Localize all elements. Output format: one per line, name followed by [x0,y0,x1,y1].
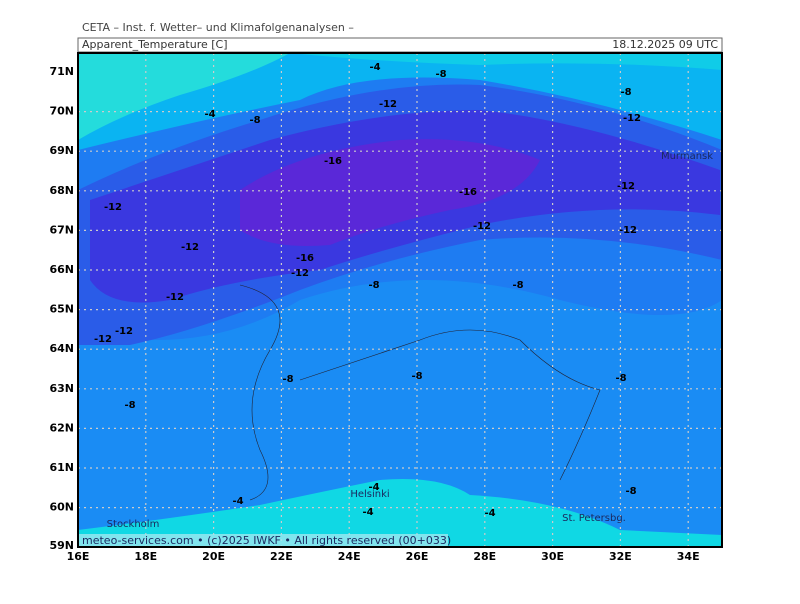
city-label: Stockholm [107,519,160,530]
datetime-label: 18.12.2025 09 UTC [612,38,718,51]
lon-label: 34E [677,550,700,563]
contour-label: -12 [617,181,635,192]
contour-label: -8 [615,373,626,384]
contour-label: -8 [249,115,260,126]
lat-label: 71N [49,65,74,78]
contour-label: -8 [625,486,636,497]
field [240,139,540,246]
lon-label: 26E [406,550,429,563]
lon-label: 16E [67,550,90,563]
contour-labels: -4-8-8-12-4-8 -12-16-16-12-12-12 -12-12-16… [94,62,713,530]
graticule [78,53,722,547]
lat-label: 70N [49,105,74,118]
lon-label: 28E [473,550,496,563]
city-label: Murmansk [661,151,713,162]
footer-bg [78,534,448,547]
lat-label: 65N [49,303,74,316]
border [299,329,601,481]
contour-label: -12 [166,292,184,303]
contour-label: -16 [324,156,342,167]
contour-label: -4 [368,482,379,493]
contour-label: -8 [282,374,293,385]
contour-label: -8 [368,280,379,291]
contour-label: -4 [204,109,215,120]
contour-label: -8 [435,69,446,80]
variable-label: Apparent_Temperature [C] [82,38,228,51]
lat-label: 59N [49,539,74,552]
contour-label: -12 [623,113,641,124]
contour-label: -12 [181,242,199,253]
city-label: Helsinki [350,489,389,500]
lon-label: 20E [202,550,225,563]
lat-label: 61N [49,461,74,474]
field [78,53,290,140]
contour-label: -12 [379,99,397,110]
lat-label: 68N [49,184,74,197]
contour-label: -12 [619,225,637,236]
contour-label: -12 [473,221,491,232]
lon-label: 22E [270,550,293,563]
field [78,479,722,547]
header-title: CETA – Inst. f. Wetter– und Klimafolgena… [82,21,354,34]
field [78,53,722,150]
contour-label: -12 [115,326,133,337]
contour-label: -8 [512,280,523,291]
lat-label: 62N [49,421,74,434]
lat-label: 63N [49,382,74,395]
contour-label: -8 [124,400,135,411]
contour-label: -4 [484,508,495,519]
lon-label: 24E [338,550,361,563]
lat-label: 60N [49,501,74,514]
lon-label: 30E [541,550,564,563]
contour-label: -4 [369,62,380,73]
contour-label: -16 [459,187,477,198]
contour-label: -4 [232,496,243,507]
contour-label: -4 [362,507,373,518]
map-area: -4-8-8-12-4-8 -12-16-16-12-12-12 -12-12-16… [78,53,722,547]
frame [77,52,723,548]
contour-label: -12 [104,202,122,213]
lon-label: 32E [609,550,632,563]
footer: meteo-services.com • (c)2025 IWKF • All … [82,534,451,547]
contour-label: -8 [411,371,422,382]
contour-label: -8 [620,87,631,98]
contour-label: -12 [291,268,309,279]
field [290,53,722,70]
lat-label: 64N [49,342,74,355]
lat-label: 69N [49,144,74,157]
field [78,280,722,547]
city-label: St. Petersbg. [562,513,626,524]
contour-label: -16 [296,253,314,264]
contour-label: -12 [94,334,112,345]
coastline [239,284,281,501]
lon-label: 18E [134,550,157,563]
lat-label: 67N [49,223,74,236]
lat-label: 66N [49,263,74,276]
